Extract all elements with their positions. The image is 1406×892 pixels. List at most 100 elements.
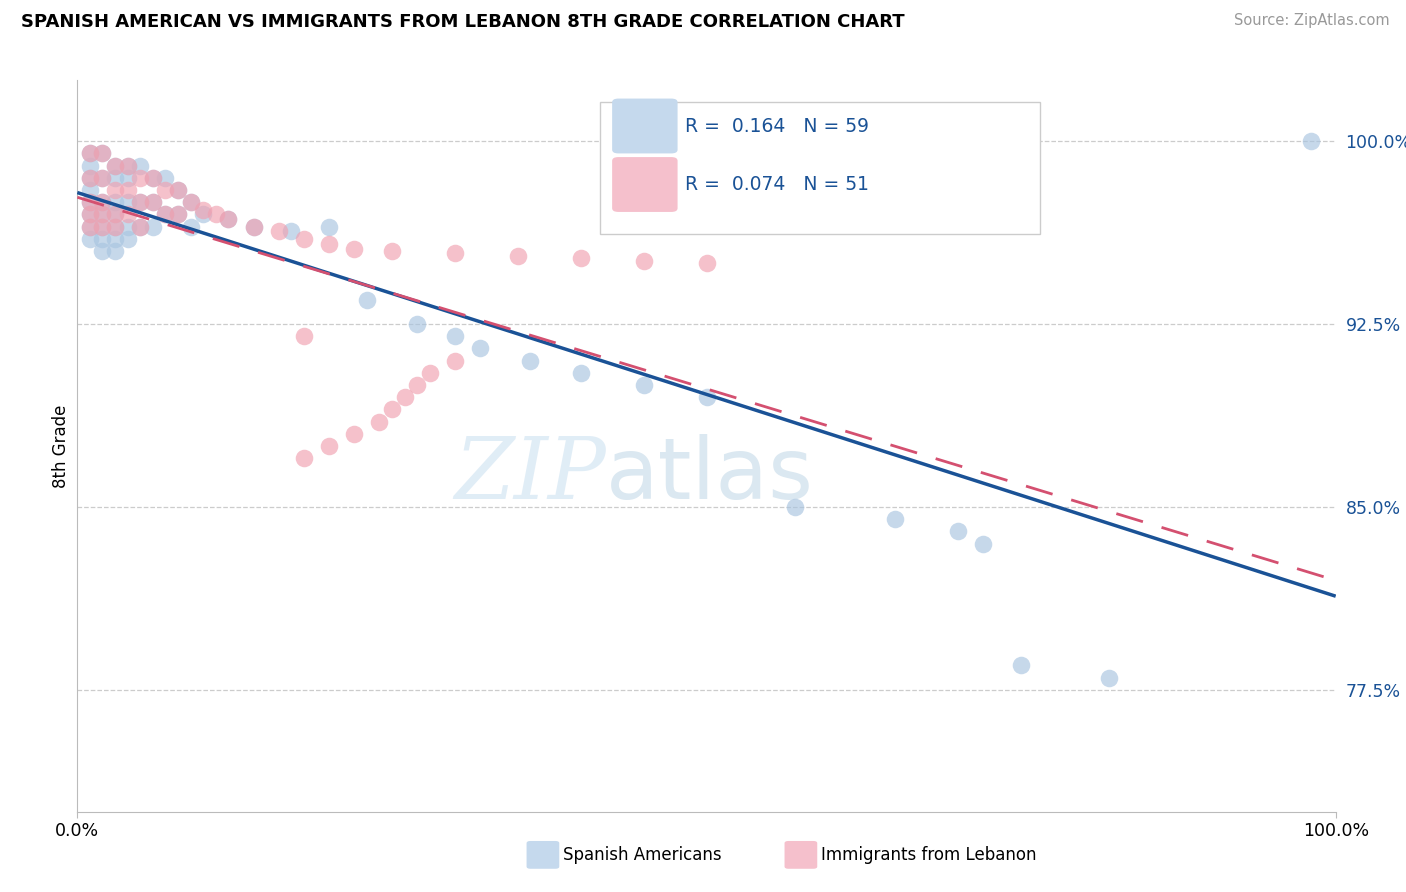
Point <box>91 244 114 258</box>
Point <box>292 329 315 343</box>
Point <box>91 219 114 234</box>
Point <box>91 146 114 161</box>
Text: R =  0.164   N = 59: R = 0.164 N = 59 <box>685 117 869 136</box>
Text: ZIP: ZIP <box>454 434 606 516</box>
Point <box>155 170 177 185</box>
Text: Immigrants from Lebanon: Immigrants from Lebanon <box>821 846 1036 863</box>
Point <box>419 366 441 380</box>
Point <box>783 500 806 514</box>
Point <box>406 378 429 392</box>
Point <box>1010 658 1032 673</box>
Point <box>91 146 114 161</box>
Text: Source: ZipAtlas.com: Source: ZipAtlas.com <box>1233 13 1389 29</box>
Point <box>633 253 655 268</box>
Point <box>79 232 101 246</box>
Point <box>180 195 202 210</box>
Point <box>142 170 165 185</box>
Point <box>444 329 467 343</box>
Point <box>79 219 101 234</box>
Point <box>79 183 101 197</box>
Point <box>79 146 101 161</box>
Point <box>104 159 127 173</box>
Point <box>267 224 290 238</box>
Point <box>242 219 264 234</box>
Point <box>696 390 718 404</box>
Point <box>280 224 302 238</box>
Point <box>167 207 190 221</box>
FancyBboxPatch shape <box>785 841 817 869</box>
Point <box>117 159 139 173</box>
Point <box>79 207 101 221</box>
Point <box>1098 671 1121 685</box>
Point <box>117 183 139 197</box>
Point <box>394 390 416 404</box>
Point <box>569 366 592 380</box>
Point <box>91 219 114 234</box>
Text: R =  0.074   N = 51: R = 0.074 N = 51 <box>685 176 869 194</box>
Point <box>104 219 127 234</box>
Point <box>104 244 127 258</box>
Point <box>155 183 177 197</box>
Point <box>191 202 215 217</box>
Point <box>972 536 994 550</box>
Point <box>180 219 202 234</box>
Point <box>104 207 127 221</box>
Point <box>167 183 190 197</box>
Point <box>696 256 718 270</box>
Text: atlas: atlas <box>606 434 814 516</box>
Point <box>104 219 127 234</box>
Point <box>79 207 101 221</box>
Point <box>242 219 264 234</box>
Point <box>1299 134 1322 148</box>
Point <box>406 317 429 331</box>
Point <box>117 195 139 210</box>
Point <box>343 242 366 256</box>
Point <box>117 232 139 246</box>
Point <box>129 195 152 210</box>
Point <box>104 207 127 221</box>
Point <box>79 170 101 185</box>
Point <box>468 342 491 356</box>
Point <box>129 219 152 234</box>
Point <box>142 170 165 185</box>
Point <box>444 353 467 368</box>
Point <box>948 524 970 539</box>
Point <box>79 170 101 185</box>
Point <box>142 195 165 210</box>
Point <box>129 159 152 173</box>
Point <box>91 207 114 221</box>
Point <box>167 183 190 197</box>
FancyBboxPatch shape <box>612 157 678 212</box>
Point <box>129 195 152 210</box>
Y-axis label: 8th Grade: 8th Grade <box>52 404 70 488</box>
Point <box>292 451 315 466</box>
FancyBboxPatch shape <box>612 99 678 153</box>
Point <box>318 439 340 453</box>
Point <box>79 219 101 234</box>
Point <box>91 170 114 185</box>
Point <box>569 252 592 266</box>
Point <box>104 183 127 197</box>
Point <box>292 232 315 246</box>
Point <box>381 244 404 258</box>
Point <box>142 219 165 234</box>
Point <box>104 170 127 185</box>
Point <box>79 195 101 210</box>
Point <box>343 426 366 441</box>
Point <box>91 207 114 221</box>
Point <box>117 170 139 185</box>
FancyBboxPatch shape <box>599 103 1040 234</box>
Point <box>519 353 541 368</box>
Point <box>117 159 139 173</box>
Point <box>91 195 114 210</box>
Point <box>79 146 101 161</box>
Point <box>104 159 127 173</box>
Point <box>506 249 529 263</box>
Point <box>217 212 239 227</box>
Point <box>104 195 127 210</box>
Point <box>356 293 378 307</box>
Point <box>129 219 152 234</box>
Point <box>79 195 101 210</box>
Point <box>191 207 215 221</box>
Text: Spanish Americans: Spanish Americans <box>562 846 721 863</box>
